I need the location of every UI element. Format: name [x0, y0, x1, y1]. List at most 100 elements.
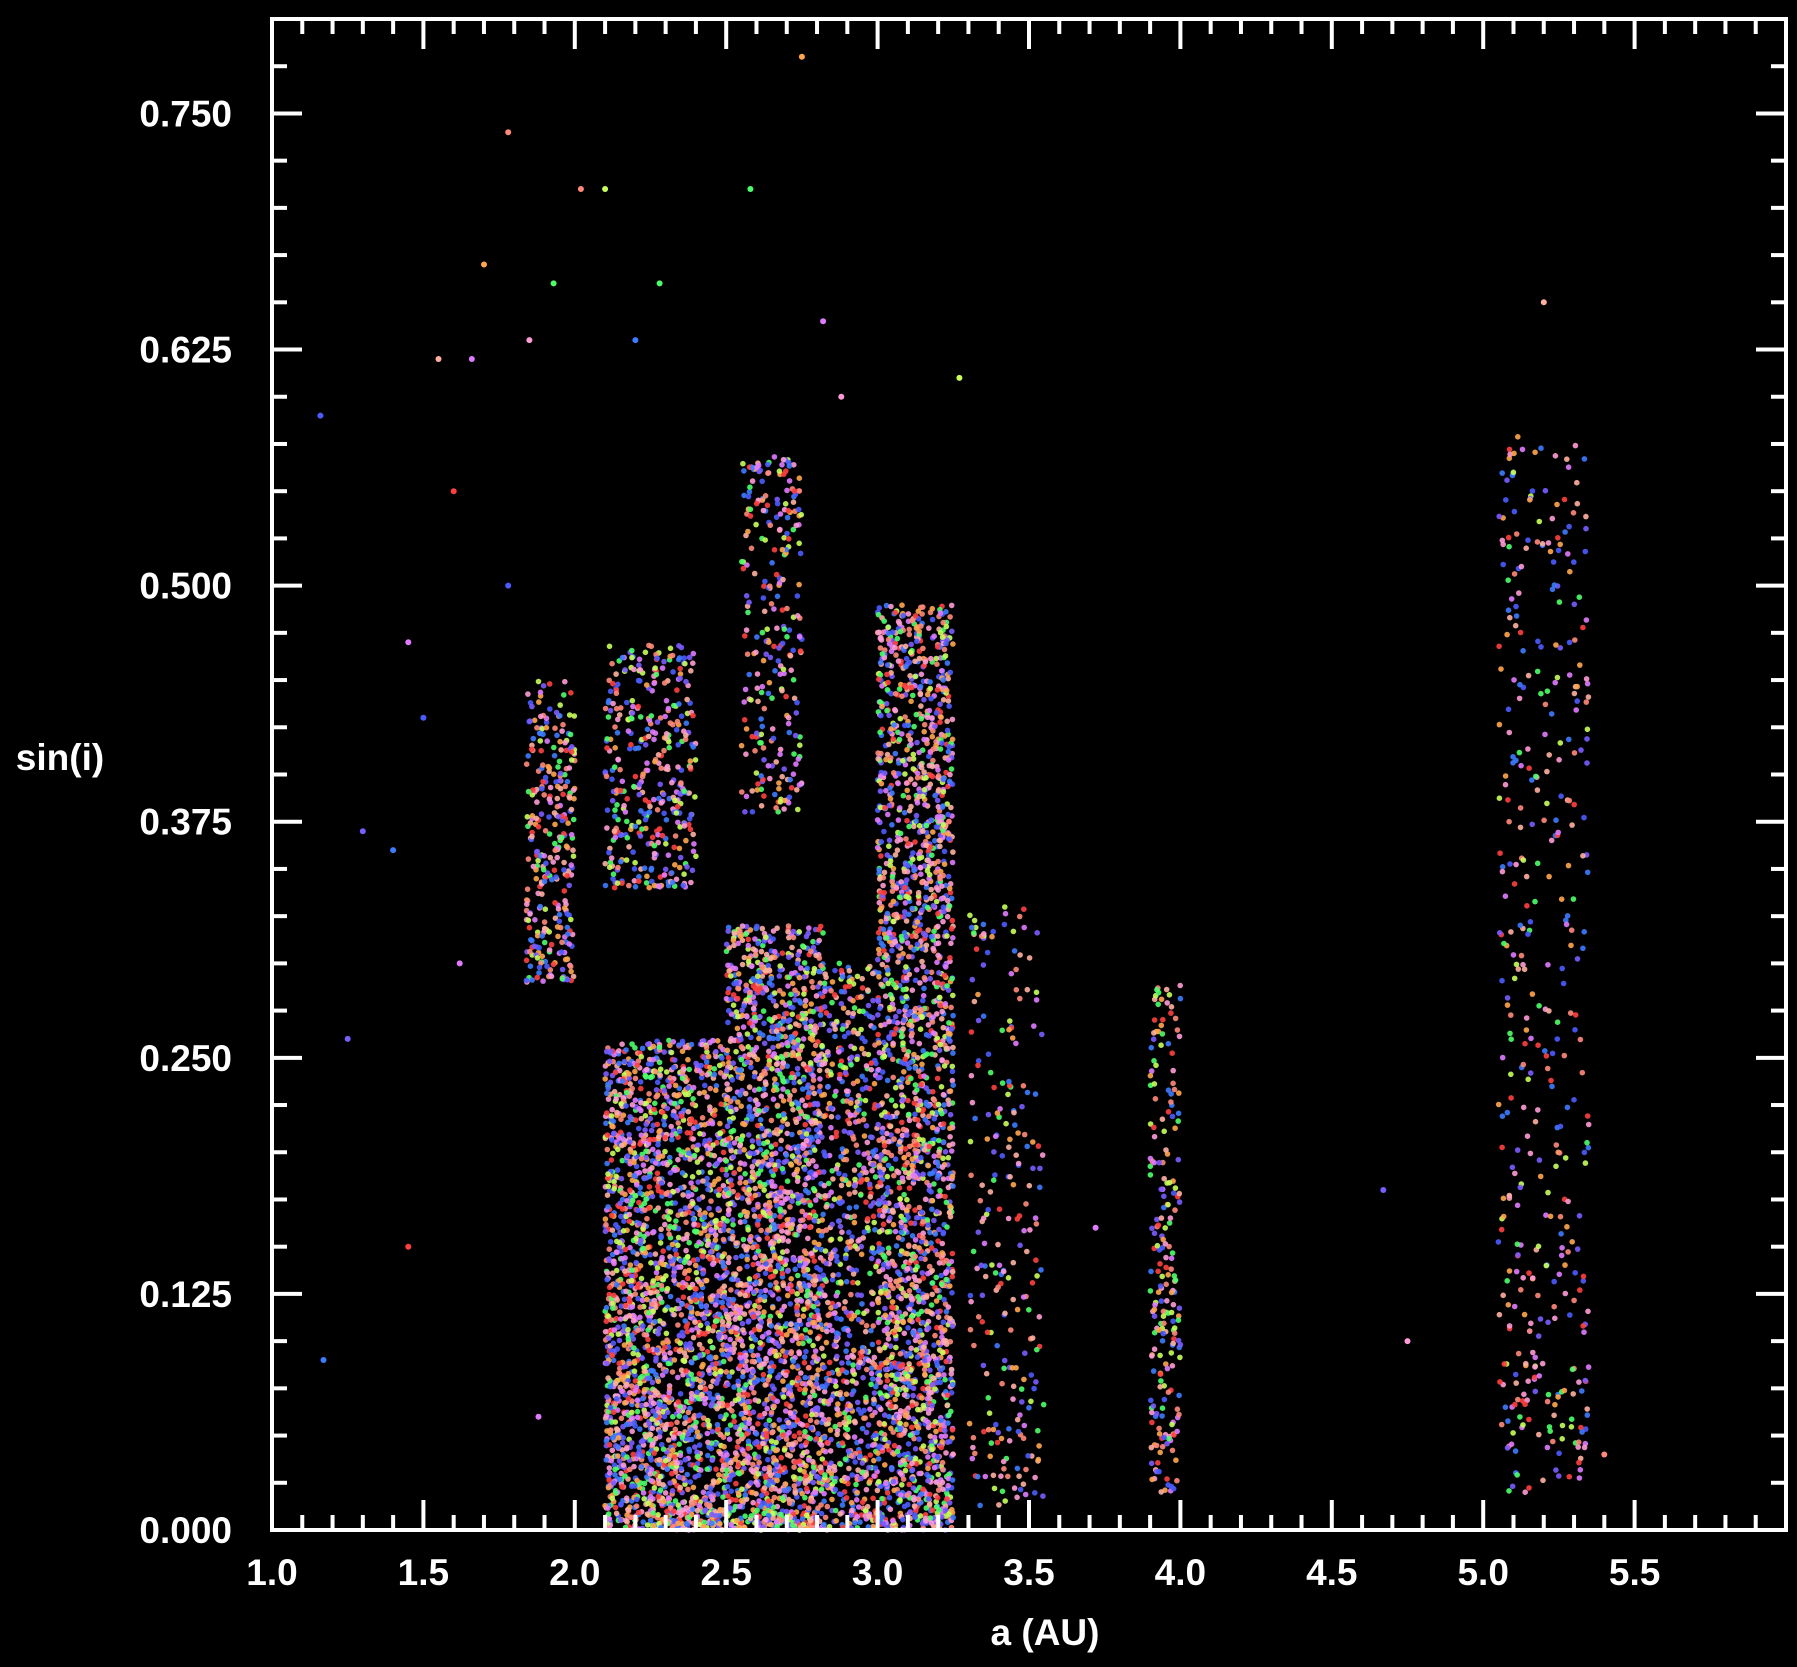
- data-point-cluster-4: [724, 1047, 731, 1054]
- data-point-cluster-4: [730, 1154, 737, 1160]
- data-point-cluster-4: [798, 1370, 804, 1376]
- data-point-cluster-1: [615, 864, 621, 871]
- data-point-cluster-3: [683, 1341, 689, 1347]
- data-point-cluster-3: [602, 1228, 609, 1235]
- data-point-cluster-3: [608, 1212, 615, 1219]
- data-point-cluster-3: [667, 1254, 673, 1260]
- data-point-cluster-3: [624, 1454, 630, 1460]
- data-point-cluster-4: [781, 1447, 788, 1453]
- data-point-cluster-2: [741, 717, 748, 723]
- data-point-cluster-2: [754, 671, 761, 677]
- data-point-cluster-4: [814, 1264, 820, 1271]
- data-point-cluster-2: [739, 558, 745, 565]
- data-point-cluster-3: [605, 1081, 611, 1088]
- data-point-cluster-1: [631, 866, 638, 872]
- data-point-cluster-4: [783, 1152, 790, 1158]
- data-point-cluster-3: [630, 1249, 636, 1255]
- data-point-cluster-3: [645, 1061, 652, 1067]
- data-point-cluster-3: [672, 1426, 679, 1433]
- data-point-cluster-0: [550, 859, 556, 865]
- data-point-cluster-1: [683, 720, 690, 726]
- data-point-cluster-1: [665, 852, 672, 858]
- data-point-cluster-2: [779, 640, 786, 647]
- data-point-cluster-1: [681, 871, 687, 877]
- data-point-cluster-3: [655, 1149, 662, 1155]
- data-point-cluster-3: [704, 1094, 710, 1100]
- data-point-cluster-3: [711, 1152, 718, 1159]
- data-point-cluster-4: [732, 1271, 739, 1277]
- data-point-cluster-1: [690, 712, 696, 719]
- data-point-cluster-2: [797, 550, 804, 557]
- data-point-cluster-0: [523, 977, 530, 984]
- data-point-cluster-4: [766, 1061, 772, 1068]
- data-point-cluster-3: [657, 1295, 663, 1302]
- data-point-cluster-4: [757, 1013, 763, 1020]
- data-point-cluster-3: [627, 1262, 634, 1268]
- data-point-cluster-4: [728, 1276, 735, 1282]
- data-point-cluster-3: [644, 1191, 650, 1197]
- data-point-cluster-3: [632, 1068, 638, 1075]
- data-point-cluster-3: [692, 1355, 698, 1361]
- data-point-cluster-3: [604, 1394, 610, 1400]
- data-point-cluster-3: [603, 1318, 610, 1324]
- data-point-cluster-3: [623, 1495, 630, 1501]
- data-point-cluster-3: [631, 1483, 638, 1489]
- data-point-cluster-4: [733, 1048, 739, 1055]
- data-point-cluster-2: [777, 511, 784, 517]
- data-point-cluster-1: [690, 831, 696, 838]
- data-point-cluster-3: [637, 1079, 644, 1085]
- data-point-cluster-1: [654, 655, 660, 662]
- data-point-cluster-4: [808, 1250, 815, 1256]
- data-point-cluster-3: [699, 1253, 705, 1259]
- data-point-cluster-3: [711, 1323, 718, 1330]
- data-point-cluster-1: [687, 758, 694, 764]
- data-point-cluster-2: [773, 759, 779, 765]
- data-point-cluster-1: [619, 880, 625, 886]
- data-point-cluster-4: [739, 1320, 746, 1327]
- data-point-cluster-3: [719, 1457, 725, 1464]
- data-point-cluster-2: [777, 751, 783, 758]
- data-point-cluster-4: [765, 1498, 772, 1504]
- data-point-cluster-1: [624, 796, 630, 802]
- data-point-cluster-4: [817, 1076, 823, 1082]
- data-point-cluster-3: [614, 1249, 620, 1256]
- data-point-cluster-1: [607, 845, 613, 852]
- data-point-cluster-0: [534, 974, 540, 981]
- data-point-cluster-3: [706, 1161, 712, 1168]
- data-point-cluster-1: [631, 666, 637, 673]
- data-point-cluster-3: [612, 1419, 619, 1425]
- data-point-cluster-0: [540, 731, 546, 738]
- data-point-cluster-4: [797, 1108, 804, 1115]
- data-point-cluster-1: [658, 800, 664, 806]
- data-point-cluster-2: [759, 478, 765, 485]
- data-point-cluster-3: [620, 1327, 627, 1334]
- data-point-cluster-4: [757, 1340, 763, 1346]
- data-point-cluster-2: [761, 583, 767, 589]
- data-point-cluster-3: [683, 1324, 690, 1330]
- data-point-cluster-2: [794, 593, 801, 599]
- data-point-cluster-2: [769, 560, 775, 566]
- data-point-cluster-3: [620, 1112, 627, 1118]
- data-point-cluster-1: [604, 807, 611, 813]
- data-point-cluster-1: [608, 855, 615, 861]
- data-point-cluster-3: [704, 1430, 711, 1437]
- data-point-cluster-4: [784, 1121, 791, 1127]
- data-point-cluster-2: [768, 601, 775, 607]
- data-point-cluster-4: [804, 965, 810, 972]
- data-point-cluster-2: [785, 507, 792, 514]
- data-point-cluster-3: [719, 1166, 726, 1173]
- data-point-cluster-3: [654, 1265, 661, 1271]
- data-point-cluster-4: [729, 1217, 736, 1223]
- data-point-cluster-4: [795, 1149, 801, 1155]
- data-point-cluster-0: [566, 882, 572, 889]
- data-point-cluster-3: [643, 1196, 649, 1202]
- data-point-cluster-3: [666, 1037, 672, 1044]
- data-point-cluster-2: [744, 651, 751, 657]
- data-point-cluster-3: [650, 1308, 656, 1314]
- data-point-cluster-3: [667, 1480, 673, 1486]
- data-point-cluster-4: [750, 1368, 757, 1375]
- data-point-cluster-4: [729, 1408, 735, 1414]
- data-point-cluster-3: [713, 1360, 719, 1367]
- data-point-cluster-2: [747, 484, 753, 491]
- data-point-cluster-3: [626, 1075, 633, 1081]
